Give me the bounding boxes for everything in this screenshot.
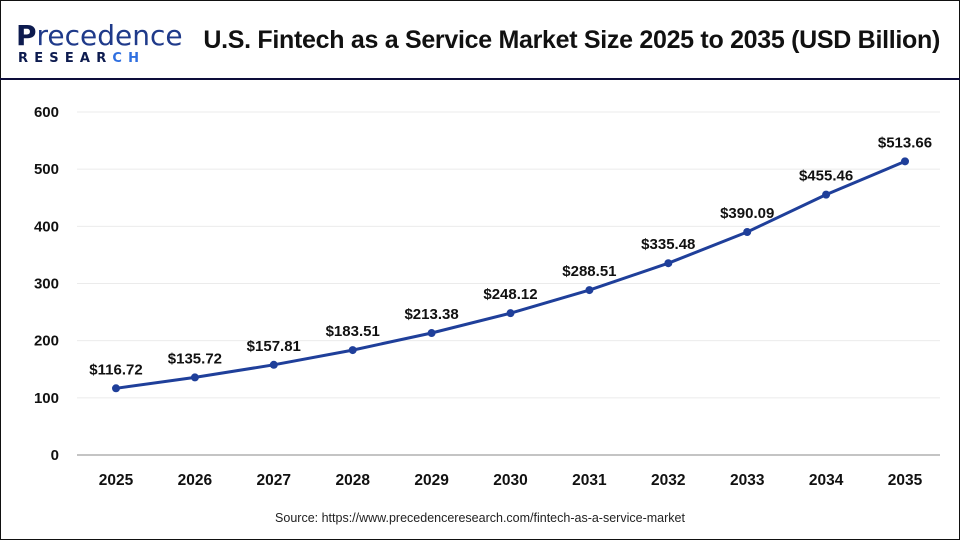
logo-wordmark: Precedence	[16, 22, 183, 50]
x-tick-label: 2026	[178, 472, 213, 489]
data-label: $157.81	[247, 338, 301, 355]
series-polyline	[114, 159, 907, 390]
y-tick-label: 200	[34, 333, 59, 350]
logo-initial: P	[16, 19, 37, 52]
data-label: $135.72	[168, 350, 222, 367]
x-tick-label: 2031	[572, 472, 607, 489]
logo-sub-accent: CH	[112, 51, 146, 66]
data-label: $390.09	[720, 205, 774, 222]
chart-title: U.S. Fintech as a Service Market Size 20…	[203, 26, 940, 54]
x-tick-label: 2025	[99, 472, 134, 489]
data-label: $213.38	[404, 306, 458, 323]
data-points	[112, 157, 909, 393]
x-axis-ticks: 2025 2026 2027 2028 2029 2030 2031 2032 2033 2034…	[99, 472, 923, 489]
precedence-research-logo: Precedence RESEARCH	[16, 22, 183, 67]
y-tick-label: 500	[34, 161, 59, 178]
logo-sub-main: RESEAR	[18, 51, 113, 66]
source-note: Source: https://www.precedenceresearch.c…	[275, 511, 685, 525]
data-label: $116.72	[89, 361, 142, 378]
y-tick-label: 300	[34, 276, 59, 293]
x-tick-label: 2029	[414, 472, 449, 489]
y-tick-label: 400	[34, 218, 59, 235]
data-label: $288.51	[562, 263, 616, 280]
data-label: $335.48	[641, 236, 695, 253]
x-tick-label: 2027	[257, 472, 291, 489]
data-point	[427, 329, 436, 338]
x-tick-label: 2028	[335, 472, 370, 489]
data-point	[822, 190, 831, 199]
data-point	[901, 157, 909, 166]
x-tick-label: 2033	[730, 472, 765, 489]
logo-main-text: recedence	[36, 19, 183, 52]
x-tick-label: 2034	[809, 472, 844, 489]
data-point	[112, 384, 120, 393]
x-tick-label: 2035	[888, 472, 923, 489]
gridlines	[77, 111, 940, 456]
y-axis-ticks: 0 100 200 300 400 500 600	[34, 104, 59, 464]
data-point	[506, 309, 515, 318]
data-label: $513.66	[878, 134, 932, 151]
x-tick-label: 2032	[651, 472, 685, 489]
data-point	[269, 360, 278, 369]
y-tick-label: 100	[34, 390, 59, 407]
header-divider	[0, 78, 960, 80]
data-point	[664, 259, 673, 268]
data-labels: $116.72 $135.72 $157.81 $183.51 $213.38 $248.…	[89, 134, 932, 378]
series-line	[114, 159, 907, 390]
y-tick-label: 600	[34, 104, 59, 121]
data-point	[190, 373, 199, 382]
data-point	[348, 346, 357, 355]
x-tick-label: 2030	[493, 472, 527, 489]
data-point	[743, 227, 752, 236]
data-label: $183.51	[326, 323, 380, 340]
data-label: $455.46	[799, 168, 853, 185]
logo-subtitle: RESEARCH	[18, 51, 145, 66]
data-label: $248.12	[483, 286, 537, 303]
header: Precedence RESEARCH U.S. Fintech as a Se…	[0, 0, 960, 79]
data-point	[585, 286, 594, 295]
y-tick-label: 0	[51, 447, 59, 464]
